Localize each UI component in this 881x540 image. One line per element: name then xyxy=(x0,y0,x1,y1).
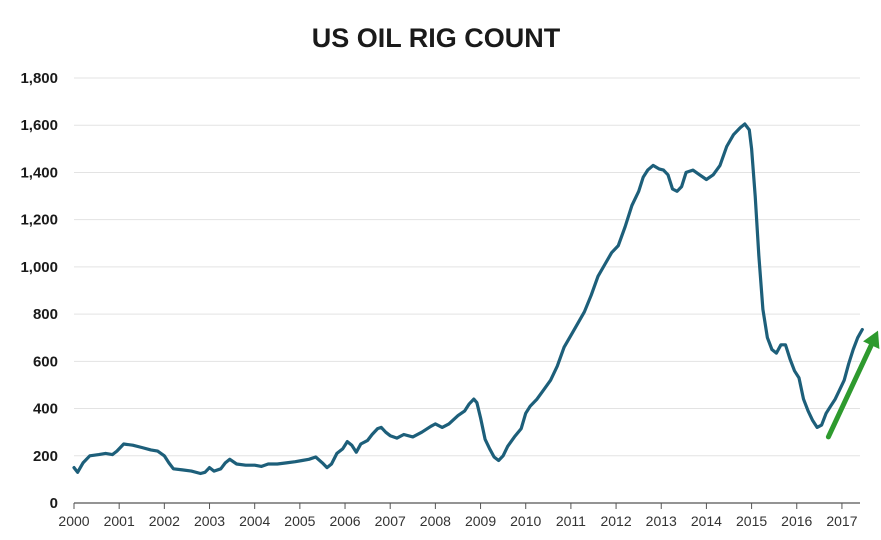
x-tick-label: 2002 xyxy=(149,513,180,529)
x-axis-ticks: 2000 2001 2002 2003 2004 2005 2006 2007 2008 2009… xyxy=(58,503,858,529)
annotation-layer xyxy=(825,330,880,440)
y-tick-label: 1,800 xyxy=(20,70,58,87)
y-axis-ticks: 0 200 400 600 800 1,000 1,200 1,400 1,600 1,800 xyxy=(20,70,58,512)
x-tick-label: 2016 xyxy=(781,513,812,529)
x-tick-label: 2014 xyxy=(691,513,722,529)
grid-lines xyxy=(74,77,860,457)
series-layer xyxy=(72,122,864,476)
x-tick-label: 2003 xyxy=(194,513,225,529)
trend-arrow-icon xyxy=(863,330,880,349)
x-tick-label: 2013 xyxy=(646,513,677,529)
y-tick-label: 800 xyxy=(33,306,58,323)
x-tick-label: 2005 xyxy=(284,513,315,529)
y-tick-label: 1,400 xyxy=(20,164,58,181)
x-tick-label: 2004 xyxy=(239,513,270,529)
y-tick-label: 1,600 xyxy=(20,117,58,134)
x-tick-label: 2006 xyxy=(329,513,360,529)
y-tick-label: 0 xyxy=(50,495,58,512)
x-tick-label: 2017 xyxy=(826,513,857,529)
y-tick-label: 600 xyxy=(33,353,58,370)
x-tick-label: 2000 xyxy=(58,513,89,529)
trend-arrow-shaft xyxy=(825,342,874,440)
y-tick-label: 400 xyxy=(33,401,58,418)
x-tick-label: 2007 xyxy=(375,513,406,529)
y-tick-label: 200 xyxy=(33,448,58,465)
x-tick-label: 2012 xyxy=(600,513,631,529)
y-tick-label: 1,200 xyxy=(20,212,58,229)
x-tick-label: 2001 xyxy=(104,513,135,529)
x-tick-label: 2015 xyxy=(736,513,767,529)
chart-title: US OIL RIG COUNT xyxy=(312,23,561,53)
y-tick-label: 1,000 xyxy=(20,259,58,276)
x-tick-label: 2010 xyxy=(510,513,541,529)
series-line-0 xyxy=(72,122,864,476)
x-tick-label: 2011 xyxy=(556,513,586,529)
x-tick-label: 2009 xyxy=(465,513,496,529)
x-tick-label: 2008 xyxy=(420,513,451,529)
